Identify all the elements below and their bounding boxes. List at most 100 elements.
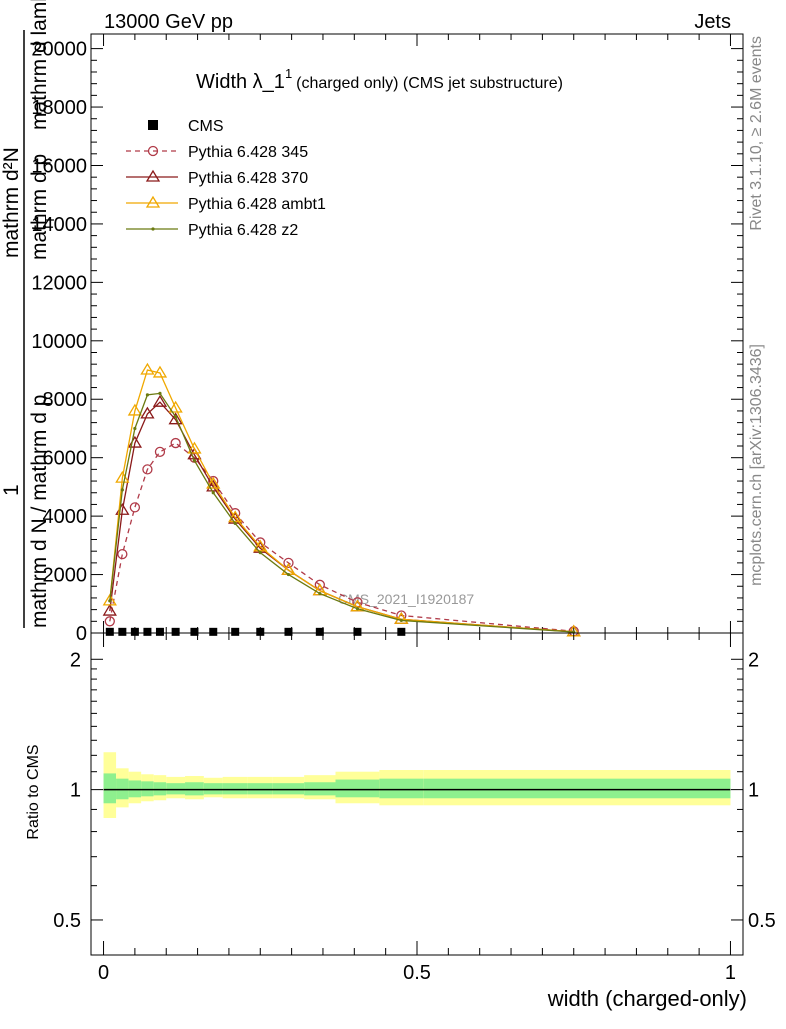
series-point-0 <box>170 437 181 449</box>
legend-marker <box>147 145 159 157</box>
ylabel-sub: T <box>42 216 57 224</box>
header-left-label: 13000 GeV pp <box>104 11 233 33</box>
series-point-2 <box>102 593 117 606</box>
series-point-0 <box>208 475 219 487</box>
cms-point <box>143 627 152 636</box>
legend-label: Pythia 6.428 370 <box>188 170 308 187</box>
series-point-2 <box>206 476 221 489</box>
ratio-xlabel: width (charged-only) <box>547 986 747 1011</box>
ylabel-line2: mathrm d p <box>28 154 51 260</box>
series-point-2 <box>187 441 202 454</box>
ratio-band-inner <box>222 783 248 795</box>
series-point-3 <box>399 618 403 623</box>
legend-label: Pythia 6.428 z2 <box>188 222 298 239</box>
main-axes: 0 2000 4000 6000 8000 10000 12000 14000 16000 180… <box>31 34 743 645</box>
series-point-0 <box>154 446 166 457</box>
ratio-band-inner <box>203 783 223 795</box>
series-point-3 <box>108 599 112 603</box>
cms-point <box>315 627 324 636</box>
ytick-label: 20000 <box>31 39 87 61</box>
series-point-0 <box>104 616 115 627</box>
legend-label: CMS <box>188 118 224 135</box>
ratio-band-inner <box>423 778 731 799</box>
series-line-2 <box>109 369 574 633</box>
ratio-band-inner <box>153 782 167 796</box>
main-title: Width λ_11 (charged only) (CMS jet substr… <box>196 66 563 93</box>
legend: CMS Pythia 6.428 345 Pythia 6.428 370 Pythi… <box>126 118 326 239</box>
ratio-band-inner <box>247 783 273 795</box>
ytick-label: 0 <box>76 623 87 645</box>
ratio-band-inner <box>304 782 336 796</box>
main-title-text: Width λ_1 <box>196 71 285 93</box>
ratio-band-inner <box>185 782 204 796</box>
ytick-label: 12000 <box>31 272 87 294</box>
legend-label: Pythia 6.428 345 <box>188 144 308 161</box>
ylabel-line3: mathrm d lambda <box>28 0 51 130</box>
ytick-label: 6000 <box>43 448 88 470</box>
ratio-frame <box>90 632 744 956</box>
series-point-3 <box>211 491 215 495</box>
ratio-ytick-label-right: 1 <box>748 780 759 802</box>
cms-point <box>209 627 218 636</box>
ytick-label: 8000 <box>43 389 88 411</box>
ytick-label: 14000 <box>31 214 87 236</box>
series-point-3 <box>233 521 237 526</box>
rivet-label: Rivet 3.1.10, ≥ 2.6M events <box>748 36 765 231</box>
ratio-band-inner <box>335 779 380 798</box>
cms-point <box>155 627 164 636</box>
series-point-2 <box>350 599 365 612</box>
ratio-ytick-label-right: 2 <box>748 649 759 671</box>
series-point-2 <box>127 403 143 416</box>
series-line-0 <box>109 442 574 632</box>
main-watermark: CMS_2021_I1920187 <box>338 591 474 607</box>
cms-point <box>256 627 265 636</box>
ytick-label: 4000 <box>43 506 88 528</box>
series-point-3 <box>355 607 360 611</box>
ratio-ytick-label-left: 1 <box>70 780 81 802</box>
legend-label: Pythia 6.428 ambt1 <box>188 196 326 213</box>
series-point-3 <box>158 391 162 395</box>
series-point-2 <box>140 362 155 375</box>
series-point-3 <box>258 551 262 555</box>
series-point-0 <box>129 502 141 513</box>
ratio-bands <box>103 752 731 818</box>
series-point-0 <box>283 557 294 569</box>
series-point-2 <box>168 400 183 413</box>
mcplots-label: mcplots.cern.ch [arXiv:1306.3436] <box>748 344 765 586</box>
series-point-2 <box>152 365 168 378</box>
ratio-ytick-label-left: 0.5 <box>53 910 81 932</box>
series-point-0 <box>314 579 325 590</box>
ratio-axes: 0.5 0.5 1 1 2 2 0 0.5 1 <box>53 633 776 984</box>
legend-marker <box>145 169 161 182</box>
series-point-3 <box>174 415 178 419</box>
ratio-band-inner <box>141 781 154 797</box>
ytick-label: 2000 <box>43 565 88 587</box>
series-point-1 <box>102 603 117 616</box>
main-title-sup: 1 <box>285 66 292 81</box>
ylabel-den: mathrm d N / mathrm d p <box>28 395 51 628</box>
cms-point <box>397 627 406 636</box>
cms-point <box>190 627 199 636</box>
ratio-panel: 0.5 0.5 1 1 2 2 0 0.5 1 Ratio to CMS width (char… <box>25 632 776 1011</box>
ratio-band-inner <box>103 773 117 804</box>
mc-series <box>102 362 581 637</box>
series-point-2 <box>394 612 409 624</box>
ratio-ylabel: Ratio to CMS <box>25 744 42 839</box>
ratio-band-inner <box>379 778 424 799</box>
ratio-band-inner <box>166 783 186 795</box>
ratio-ytick-label-left: 2 <box>70 649 81 671</box>
series-point-2 <box>253 539 268 552</box>
cms-point <box>118 627 127 636</box>
legend-marker <box>145 195 161 208</box>
series-point-3 <box>120 488 124 492</box>
ratio-xtick-label: 0 <box>98 962 109 984</box>
series-point-3 <box>133 426 137 431</box>
series-point-1 <box>206 479 221 492</box>
ratio-xtick-label: 0.5 <box>403 962 431 984</box>
main-title-sub: (charged only) (CMS jet substructure) <box>296 75 563 92</box>
series-point-0 <box>142 464 153 475</box>
series-point-3 <box>145 393 150 397</box>
series-point-3 <box>318 591 322 596</box>
ytick-label: 16000 <box>31 155 87 177</box>
ratio-ytick-label-right: 0.5 <box>748 910 776 932</box>
